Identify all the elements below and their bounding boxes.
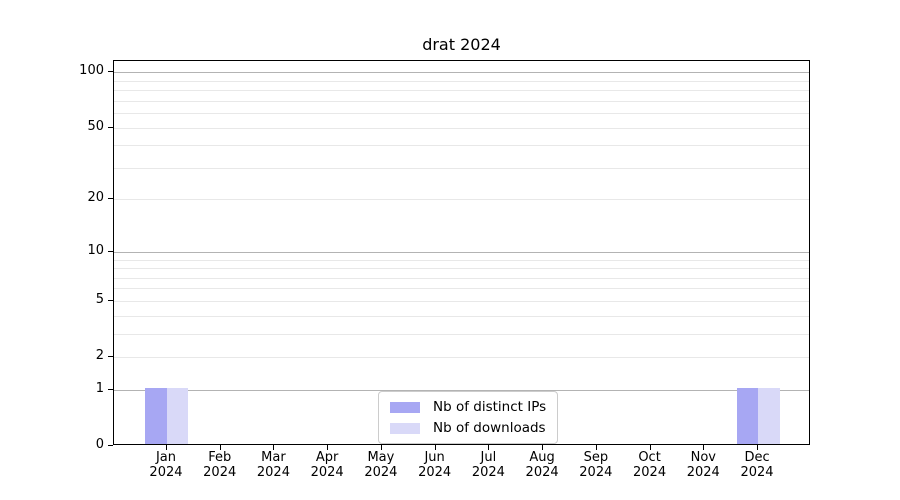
bar-jan-2024-series-1: [166, 387, 189, 444]
x-tick-1: [165, 445, 167, 450]
gridline-y-50: [114, 127, 809, 129]
gridline-y-4: [114, 315, 809, 317]
y-tick-label-10: 10: [87, 242, 104, 258]
gridline-y-2: [114, 357, 809, 359]
gridline-y-80: [114, 90, 809, 92]
gridline-y-40: [114, 145, 809, 147]
x-tick-label-oct-2024: Oct 2024: [633, 450, 667, 480]
y-tick-label-2: 2: [95, 348, 104, 364]
gridline-y-5: [114, 300, 809, 302]
x-tick-label-jan-2024: Jan 2024: [149, 450, 183, 480]
x-tick-label-aug-2024: Aug 2024: [525, 450, 559, 480]
y-tick-0: [108, 445, 113, 446]
x-tick-4: [327, 445, 329, 450]
x-tick-5: [380, 445, 382, 450]
gridline-y-3: [114, 333, 809, 335]
y-tick-20: [108, 198, 113, 200]
x-tick-label-sep-2024: Sep 2024: [579, 450, 613, 480]
x-tick-10: [649, 445, 651, 450]
x-tick-3: [273, 445, 275, 450]
gridline-y-1: [114, 389, 809, 391]
y-tick-5: [108, 299, 113, 301]
x-tick-2: [219, 445, 221, 450]
y-tick-label-20: 20: [87, 190, 104, 206]
legend-swatch-downloads: [390, 422, 420, 434]
x-tick-11: [703, 445, 705, 450]
gridline-y-6: [114, 288, 809, 290]
legend-swatch-distinct-ips: [390, 401, 420, 413]
legend-label-downloads: Nb of downloads: [433, 420, 546, 436]
x-tick-7: [488, 445, 490, 450]
y-tick-2: [108, 356, 113, 358]
x-tick-12: [757, 445, 759, 450]
x-tick-label-nov-2024: Nov 2024: [686, 450, 720, 480]
bar-dec-2024-series-1: [758, 387, 780, 444]
y-tick-label-1: 1: [95, 380, 104, 396]
legend-label-distinct-ips: Nb of distinct IPs: [433, 399, 547, 415]
plot-area: Nb of distinct IPs Nb of downloads: [113, 60, 810, 445]
y-tick-50: [108, 126, 113, 128]
y-tick-label-5: 5: [95, 291, 104, 307]
x-tick-label-mar-2024: Mar 2024: [256, 450, 290, 480]
x-tick-8: [542, 445, 544, 450]
y-tick-1: [108, 388, 113, 390]
gridline-y-100: [114, 72, 809, 74]
x-tick-label-jul-2024: Jul 2024: [471, 450, 505, 480]
bar-jan-2024-series-0: [145, 387, 167, 444]
y-tick-label-50: 50: [87, 118, 104, 134]
y-tick-label-0: 0: [95, 437, 104, 452]
gridline-y-7: [114, 277, 809, 279]
legend-entry-downloads: Nb of downloads: [390, 420, 546, 436]
x-tick-label-dec-2024: Dec 2024: [740, 450, 774, 480]
gridline-y-70: [114, 100, 809, 102]
x-tick-label-jun-2024: Jun 2024: [418, 450, 452, 480]
y-tick-100: [108, 71, 113, 73]
chart-title: drat 2024: [422, 35, 501, 54]
bar-dec-2024-series-0: [736, 387, 759, 444]
x-tick-6: [434, 445, 436, 450]
gridline-y-30: [114, 167, 809, 169]
gridline-y-60: [114, 113, 809, 115]
gridline-y-20: [114, 199, 809, 201]
x-tick-9: [595, 445, 597, 450]
y-tick-label-100: 100: [79, 63, 104, 79]
gridline-y-9: [114, 259, 809, 261]
legend-entry-distinct-ips: Nb of distinct IPs: [390, 399, 546, 415]
y-tick-10: [108, 250, 113, 252]
gridline-y-10: [114, 251, 809, 253]
legend: Nb of distinct IPs Nb of downloads: [378, 391, 559, 444]
x-tick-label-may-2024: May 2024: [364, 450, 398, 480]
x-tick-label-feb-2024: Feb 2024: [203, 450, 237, 480]
x-tick-label-apr-2024: Apr 2024: [310, 450, 344, 480]
gridline-y-8: [114, 268, 809, 270]
gridline-y-90: [114, 80, 809, 82]
